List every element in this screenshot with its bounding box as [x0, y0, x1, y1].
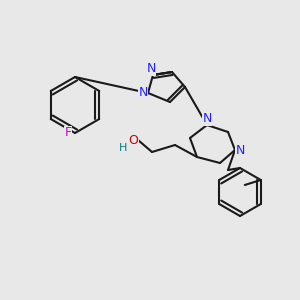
- Text: N: N: [235, 143, 245, 157]
- Text: N: N: [202, 112, 212, 125]
- Text: H: H: [119, 143, 127, 153]
- Text: N: N: [138, 86, 148, 100]
- Text: O: O: [128, 134, 138, 146]
- Text: N: N: [146, 62, 156, 76]
- Text: F: F: [64, 127, 72, 140]
